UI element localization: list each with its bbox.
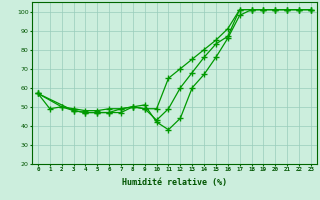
- X-axis label: Humidité relative (%): Humidité relative (%): [122, 178, 227, 187]
